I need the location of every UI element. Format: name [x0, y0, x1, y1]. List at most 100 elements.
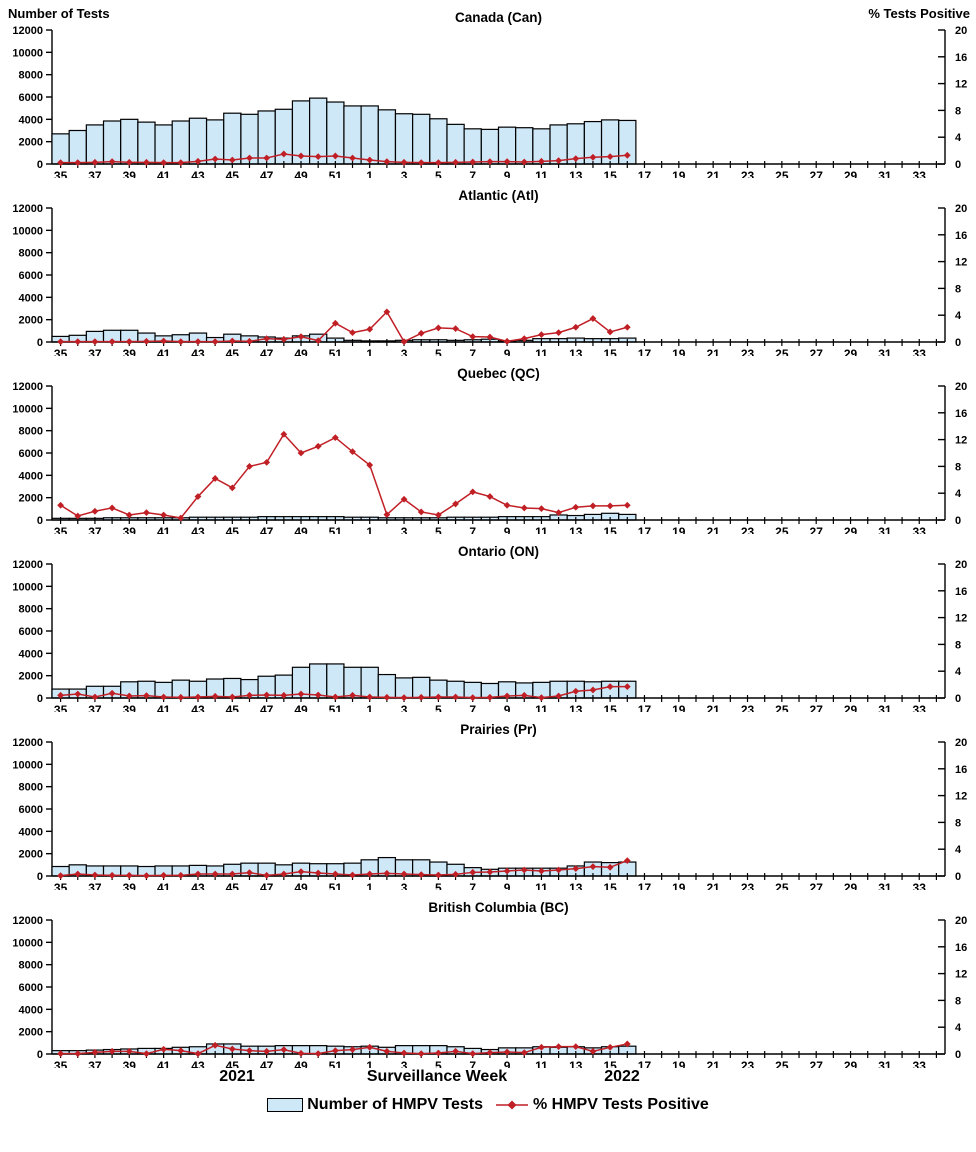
right-axis-tick-label: 20	[955, 381, 967, 393]
left-axis-tick-label: 0	[37, 1049, 43, 1061]
x-axis-tick-label: 31	[878, 1059, 892, 1068]
x-axis-tick-label: 17	[638, 169, 652, 178]
pct-positive-marker	[74, 512, 82, 520]
pct-positive-marker	[520, 691, 528, 699]
x-axis-tick-label: 15	[603, 347, 617, 356]
x-axis-tick-label: 51	[329, 347, 343, 356]
pct-positive-line	[60, 310, 628, 343]
x-axis-tick-label: 49	[294, 169, 308, 178]
left-axis-tick-label: 0	[37, 693, 43, 705]
pct-positive-marker	[280, 870, 288, 878]
x-axis-tick-label: 35	[54, 169, 68, 178]
pct-positive-marker	[589, 686, 597, 694]
bar-week	[360, 105, 379, 165]
x-axis-tick-label: 13	[569, 1059, 583, 1068]
pct-positive-marker	[246, 869, 253, 877]
x-axis-tick-label: 17	[638, 1059, 652, 1068]
x-axis-tick-label: 35	[54, 347, 68, 356]
pct-positive-marker	[538, 157, 545, 165]
right-axis-tick-label: 0	[955, 515, 961, 527]
pct-positive-marker	[194, 493, 202, 500]
pct-positive-marker	[434, 871, 442, 879]
x-axis-tick-label: 21	[706, 347, 720, 356]
pct-positive-marker	[228, 484, 236, 492]
pct-positive-marker	[606, 502, 614, 510]
x-axis-tick-label: 33	[913, 169, 927, 178]
legend-line-marker-icon	[495, 1100, 528, 1110]
left-axis-tick-label: 10000	[12, 581, 43, 593]
pct-positive-marker	[469, 158, 477, 166]
pct-positive-marker	[503, 337, 511, 345]
x-axis-tick-label: 9	[504, 169, 511, 178]
right-axis-tick-label: 12	[955, 435, 967, 447]
x-axis-tick-label: 1	[366, 881, 373, 890]
x-axis-tick-label: 21	[706, 703, 720, 712]
left-axis-tick-label: 6000	[19, 270, 43, 282]
left-axis-tick-label: 12000	[12, 737, 43, 749]
pct-positive-marker	[452, 325, 459, 332]
x-axis-tick-label: 49	[294, 703, 308, 712]
left-axis-tick-label: 10000	[12, 47, 43, 59]
pct-positive-marker	[503, 692, 511, 700]
pct-positive-marker	[538, 331, 545, 339]
x-axis-tick-label: 45	[226, 1059, 240, 1068]
bar-week	[223, 112, 242, 165]
x-axis-tick-label: 45	[226, 347, 240, 356]
pct-positive-marker	[366, 870, 374, 878]
pct-positive-marker	[177, 514, 185, 522]
pct-positive-marker	[74, 338, 82, 346]
x-axis-tick-label: 41	[157, 169, 171, 178]
pct-positive-marker	[280, 691, 288, 699]
pct-positive-marker	[434, 1049, 442, 1057]
pct-positive-marker	[417, 871, 425, 879]
x-axis-tick-label: 39	[123, 881, 137, 890]
panel-atl: Atlantic (Atl)02000400060008000100001200…	[12, 188, 967, 356]
x-axis-tick-label: 19	[672, 525, 686, 534]
pct-positive-marker	[555, 509, 563, 517]
pct-positive-marker	[452, 693, 459, 701]
x-axis-tick-label: 7	[469, 703, 476, 712]
pct-positive-marker	[160, 693, 168, 701]
pct-positive-marker	[211, 338, 219, 346]
x-axis-tick-label: 25	[775, 347, 789, 356]
pct-positive-marker	[366, 693, 374, 701]
x-axis-tick-label: 27	[810, 169, 824, 178]
pct-positive-marker	[280, 430, 288, 438]
right-axis-tick-label: 0	[955, 1049, 961, 1061]
left-axis-tick-label: 4000	[19, 648, 43, 660]
x-axis-tick-label: 21	[706, 525, 720, 534]
x-axis-tick-label: 43	[191, 1059, 205, 1068]
left-axis-tick-label: 0	[37, 337, 43, 349]
x-axis-tick-label: 23	[741, 169, 755, 178]
right-axis-tick-label: 8	[955, 995, 961, 1007]
x-axis-tick-label: 51	[329, 703, 343, 712]
left-axis-tick-label: 10000	[12, 759, 43, 771]
x-axis-tick-label: 45	[226, 881, 240, 890]
pct-positive-marker	[143, 872, 150, 880]
pct-positive-marker	[331, 870, 339, 878]
pct-positive-marker	[520, 866, 528, 874]
x-axis-tick-label: 11	[535, 703, 548, 712]
pct-positive-marker	[400, 338, 408, 346]
bar-week	[326, 663, 345, 699]
pct-positive-marker	[297, 449, 305, 457]
x-axis-tick-label: 47	[260, 525, 274, 534]
pct-positive-marker	[520, 335, 528, 343]
pct-positive-marker	[108, 338, 116, 346]
left-axis-tick-label: 6000	[19, 448, 43, 460]
x-axis-tick-label: 45	[226, 169, 240, 178]
x-axis-tick-label: 11	[535, 347, 548, 356]
x-axis-tick-label: 35	[54, 1059, 68, 1068]
legend-bar-swatch-icon	[267, 1098, 304, 1112]
bar-week	[446, 123, 465, 165]
x-axis-tick-label: 51	[329, 881, 343, 890]
x-axis-tick-label: 5	[435, 347, 442, 356]
panel-can: Canada (Can) 0 2000 4000 6000 8000 10000 12000 0…	[12, 10, 967, 178]
x-axis-tick-label: 3	[401, 881, 408, 890]
x-axis-tick-label: 9	[504, 881, 511, 890]
pct-positive-marker	[383, 869, 391, 877]
pct-positive-marker	[108, 158, 116, 166]
right-axis-tick-label: 0	[955, 693, 961, 705]
pct-positive-marker	[503, 158, 511, 166]
x-axis-tick-label: 27	[810, 347, 824, 356]
